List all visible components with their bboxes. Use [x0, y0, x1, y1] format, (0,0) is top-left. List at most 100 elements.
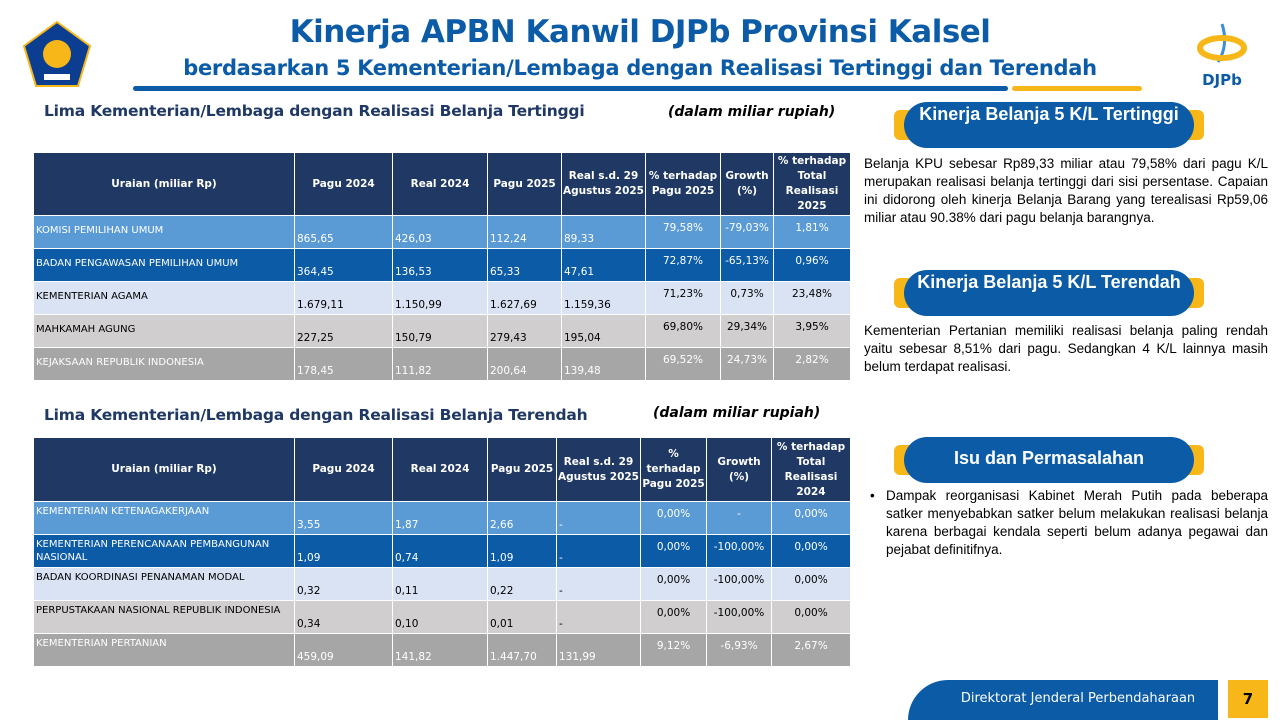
cell-value: 2,66 — [487, 501, 557, 535]
cell-value: -6,93% — [706, 633, 772, 667]
cell-value: 69,52% — [645, 347, 721, 381]
table-row: BADAN KOORDINASI PENANAMAN MODAL 0,32 0,11… — [33, 567, 851, 601]
cell-value: 1.150,99 — [392, 281, 488, 315]
lowest-summary-badge: Kinerja Belanja 5 K/L Terendah — [894, 270, 1214, 316]
lowest-realization-table: Uraian (miliar Rp) Pagu 2024 Real 2024 Pagu… — [33, 437, 851, 667]
cell-value: 29,34% — [720, 314, 774, 348]
cell-value: 0,10 — [392, 600, 488, 634]
cell-value: 0,00% — [771, 600, 851, 634]
column-header: Real s.d. 29 Agustus 2025 — [561, 152, 646, 216]
column-header: Pagu 2024 — [294, 437, 393, 502]
cell-value: - — [556, 567, 641, 601]
issues-title: Isu dan Permasalahan — [904, 437, 1194, 483]
table-row: KEMENTERIAN PERTANIAN 459,09 141,82 1.447,7… — [33, 633, 851, 667]
cell-value: 865,65 — [294, 215, 393, 249]
cell-value: 1.159,36 — [561, 281, 646, 315]
cell-value: 0,00% — [771, 534, 851, 568]
cell-value: -100,00% — [706, 567, 772, 601]
cell-value: 150,79 — [392, 314, 488, 348]
cell-value: 0,74 — [392, 534, 488, 568]
column-header: Pagu 2025 — [487, 437, 557, 502]
row-label: KEMENTERIAN AGAMA — [33, 281, 295, 315]
column-header: Growth (%) — [706, 437, 772, 502]
table-row: MAHKAMAH AGUNG 227,25 150,79 279,43 195,04 69… — [33, 314, 851, 348]
table-row: KOMISI PEMILIHAN UMUM 865,65 426,03 112,24 8… — [33, 215, 851, 249]
cell-value: 1,09 — [487, 534, 557, 568]
djpb-logo-text: DJPb — [1202, 71, 1242, 89]
page-subtitle: berdasarkan 5 Kementerian/Lembaga dengan… — [183, 56, 1097, 80]
cell-value: 195,04 — [561, 314, 646, 348]
column-header: Pagu 2025 — [487, 152, 562, 216]
cell-value: 0,22 — [487, 567, 557, 601]
cell-value: 0,73% — [720, 281, 774, 315]
cell-value: 1.447,70 — [487, 633, 557, 667]
cell-value: 71,23% — [645, 281, 721, 315]
column-header: Uraian (miliar Rp) — [33, 437, 295, 502]
row-label: KEMENTERIAN PERTANIAN — [33, 633, 295, 667]
cell-value: 1,87 — [392, 501, 488, 535]
highest-summary-text: Belanja KPU sebesar Rp89,33 miliar atau … — [864, 156, 1268, 225]
cell-value: - — [556, 534, 641, 568]
cell-value: -65,13% — [720, 248, 774, 282]
cell-value: 69,80% — [645, 314, 721, 348]
cell-value: 131,99 — [556, 633, 641, 667]
cell-value: 89,33 — [561, 215, 646, 249]
kemenkeu-logo — [22, 20, 92, 88]
bullet-icon: • — [870, 488, 875, 503]
highest-summary-title: Kinerja Belanja 5 K/L Tertinggi — [904, 102, 1194, 148]
cell-value: 111,82 — [392, 347, 488, 381]
footer-org: Direktorat Jenderal Perbendaharaan — [908, 680, 1218, 720]
cell-value: 23,48% — [773, 281, 851, 315]
cell-value: 279,43 — [487, 314, 562, 348]
highest-summary-badge: Kinerja Belanja 5 K/L Tertinggi — [894, 102, 1214, 148]
column-header: % terhadap Pagu 2025 — [645, 152, 721, 216]
column-header: % terhadap Total Realisasi 2025 — [773, 152, 851, 216]
title-underline-gold — [1012, 86, 1142, 91]
cell-value: 136,53 — [392, 248, 488, 282]
cell-value: 459,09 — [294, 633, 393, 667]
column-header: Uraian (miliar Rp) — [33, 152, 295, 216]
cell-value: 0,00% — [771, 567, 851, 601]
cell-value: 1,09 — [294, 534, 393, 568]
column-header: Real 2024 — [392, 437, 488, 502]
cell-value: 24,73% — [720, 347, 774, 381]
cell-value: -100,00% — [706, 600, 772, 634]
cell-value: 227,25 — [294, 314, 393, 348]
cell-value: 112,24 — [487, 215, 562, 249]
cell-value: - — [556, 600, 641, 634]
cell-value: 139,48 — [561, 347, 646, 381]
cell-value: 65,33 — [487, 248, 562, 282]
cell-value: -100,00% — [706, 534, 772, 568]
cell-value: 0,00% — [640, 600, 707, 634]
row-label: BADAN KOORDINASI PENANAMAN MODAL — [33, 567, 295, 601]
table-header-row: Uraian (miliar Rp) Pagu 2024 Real 2024 Pagu… — [33, 152, 851, 216]
column-header: Real s.d. 29 Agustus 2025 — [556, 437, 641, 502]
row-label: PERPUSTAKAAN NASIONAL REPUBLIK INDONESIA — [33, 600, 295, 634]
table-header-row: Uraian (miliar Rp) Pagu 2024 Real 2024 Pagu… — [33, 437, 851, 502]
cell-value: 0,00% — [640, 534, 707, 568]
djpb-logo: DJPb — [1192, 22, 1252, 90]
cell-value: 426,03 — [392, 215, 488, 249]
table-row: PERPUSTAKAAN NASIONAL REPUBLIK INDONESIA… — [33, 600, 851, 634]
cell-value: 9,12% — [640, 633, 707, 667]
cell-value: - — [706, 501, 772, 535]
cell-value: 0,00% — [640, 501, 707, 535]
row-label: BADAN PENGAWASAN PEMILIHAN UMUM — [33, 248, 295, 282]
cell-value: 200,64 — [487, 347, 562, 381]
cell-value: 3,95% — [773, 314, 851, 348]
bottom-table-unit: (dalam miliar rupiah) — [653, 405, 821, 421]
cell-value: 2,82% — [773, 347, 851, 381]
cell-value: 0,00% — [640, 567, 707, 601]
cell-value: 2,67% — [771, 633, 851, 667]
cell-value: 47,61 — [561, 248, 646, 282]
cell-value: 79,58% — [645, 215, 721, 249]
cell-value: 1,81% — [773, 215, 851, 249]
lowest-summary-title: Kinerja Belanja 5 K/L Terendah — [904, 270, 1194, 316]
cell-value: 364,45 — [294, 248, 393, 282]
row-label: MAHKAMAH AGUNG — [33, 314, 295, 348]
cell-value: 72,87% — [645, 248, 721, 282]
column-header: % terhadap Pagu 2025 — [640, 437, 707, 502]
lowest-summary-text: Kementerian Pertanian memiliki realisasi… — [864, 323, 1268, 374]
table-row: KEJAKSAAN REPUBLIK INDONESIA 178,45 111,82… — [33, 347, 851, 381]
table-row: KEMENTERIAN PERENCANAAN PEMBANGUNAN NASI… — [33, 534, 851, 568]
